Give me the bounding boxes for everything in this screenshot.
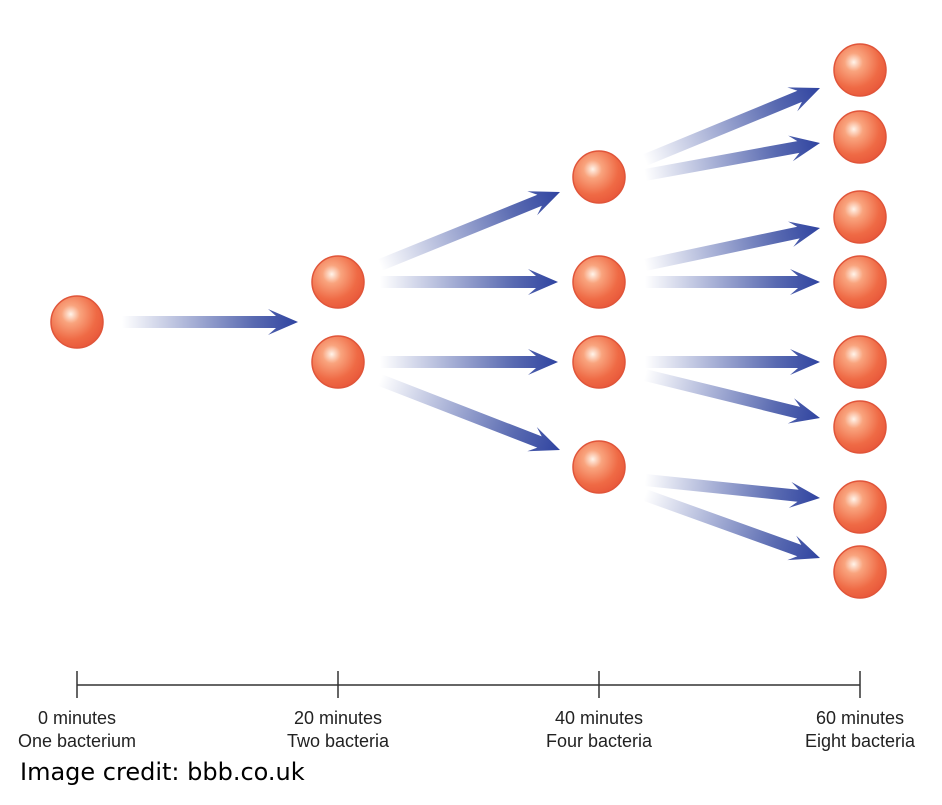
arrow bbox=[643, 221, 820, 271]
bacterium bbox=[833, 480, 887, 534]
arrow bbox=[643, 489, 820, 561]
bacterium bbox=[572, 255, 626, 309]
arrow bbox=[377, 374, 560, 452]
arrow bbox=[644, 474, 820, 508]
time-label: 20 minutes bbox=[294, 708, 382, 728]
bacterium bbox=[50, 295, 104, 349]
arrow bbox=[377, 191, 560, 271]
bacterium bbox=[833, 255, 887, 309]
bacterium bbox=[833, 400, 887, 454]
arrow bbox=[380, 349, 558, 375]
bacterium bbox=[833, 190, 887, 244]
arrows bbox=[122, 87, 820, 561]
time-label: 40 minutes bbox=[555, 708, 643, 728]
bacteria bbox=[50, 43, 887, 599]
bacterium bbox=[572, 440, 626, 494]
bacterium bbox=[572, 335, 626, 389]
bacterium bbox=[833, 545, 887, 599]
bacterium bbox=[311, 335, 365, 389]
count-label: Two bacteria bbox=[287, 731, 390, 751]
bacterium bbox=[572, 150, 626, 204]
arrow bbox=[643, 135, 820, 181]
arrow bbox=[643, 369, 820, 424]
bacterium bbox=[833, 110, 887, 164]
arrow bbox=[122, 309, 298, 335]
arrow bbox=[642, 87, 820, 166]
bacterium bbox=[833, 43, 887, 97]
count-label: Four bacteria bbox=[546, 731, 653, 751]
bacterium bbox=[311, 255, 365, 309]
arrow bbox=[645, 349, 820, 375]
bacterium bbox=[833, 335, 887, 389]
count-label: Eight bacteria bbox=[805, 731, 916, 751]
timeline bbox=[76, 671, 861, 698]
arrow bbox=[645, 269, 820, 295]
count-label: One bacterium bbox=[18, 731, 136, 751]
time-label: 60 minutes bbox=[816, 708, 904, 728]
arrow bbox=[380, 269, 558, 295]
time-label: 0 minutes bbox=[38, 708, 116, 728]
image-credit: Image credit: bbb.co.uk bbox=[20, 758, 305, 786]
